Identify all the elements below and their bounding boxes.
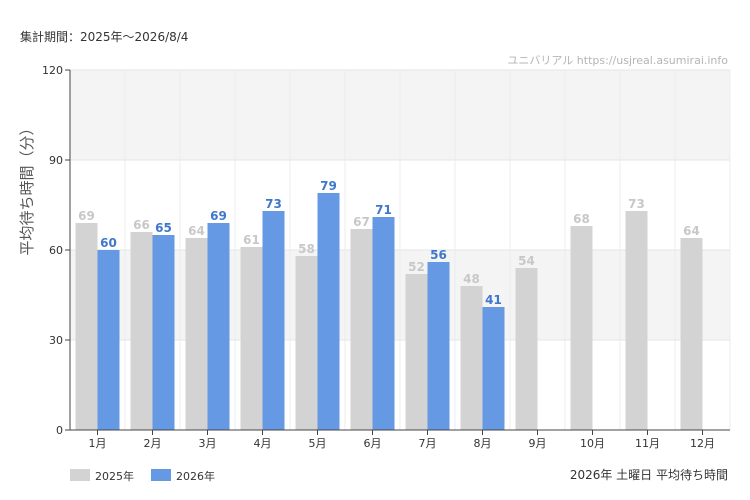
- data-label-2025: 58: [298, 242, 315, 256]
- bar-2025: [295, 256, 318, 430]
- y-tick-label: 120: [42, 64, 63, 77]
- y-tick-label: 60: [49, 244, 63, 257]
- x-tick-label: 7月: [419, 437, 437, 450]
- x-tick-label: 1月: [89, 437, 107, 450]
- x-tick-label: 9月: [529, 437, 547, 450]
- data-label-2025: 64: [188, 224, 205, 238]
- bar-2026: [97, 250, 120, 430]
- legend: 2025年 2026年: [70, 469, 215, 483]
- data-label-2025: 66: [133, 218, 150, 232]
- data-label-2025: 68: [573, 212, 590, 226]
- x-tick-label: 3月: [199, 437, 217, 450]
- y-axis: 0 30 60 90 120: [42, 64, 71, 437]
- bar-2025: [515, 268, 538, 430]
- x-tick-label: 4月: [254, 437, 272, 450]
- data-label-2025: 52: [408, 260, 425, 274]
- x-axis: 1月 2月 3月 4月 5月 6月 7月 8月 9月 10月 11月 12月: [70, 429, 730, 450]
- y-axis-label: 平均待ち時間（分）: [18, 120, 36, 255]
- bar-2025: [680, 238, 703, 430]
- bar-2025: [185, 238, 208, 430]
- data-label-2026: 41: [485, 293, 502, 307]
- data-label-2025: 69: [78, 209, 95, 223]
- bar-2026: [427, 262, 450, 430]
- period-text: 集計期間：2025年～2026/8/4: [20, 29, 188, 44]
- bar-2025: [130, 232, 153, 430]
- bar-2025: [570, 226, 593, 430]
- credit-text: ユニバリアル https://usjreal.asumirai.info: [507, 54, 728, 67]
- data-label-2025: 48: [463, 272, 480, 286]
- bar-2025: [240, 247, 263, 430]
- data-label-2025: 67: [353, 215, 370, 229]
- y-tick-label: 30: [49, 334, 63, 347]
- data-label-2026: 69: [210, 209, 227, 223]
- x-tick-label: 12月: [690, 437, 715, 450]
- bar-2025: [350, 229, 373, 430]
- data-label-2026: 79: [320, 179, 337, 193]
- bars: 69 60 66 65 64 69 61 73 58 79 67 71 52 56 48 41 54 68 73 64: [75, 179, 703, 430]
- x-tick-label: 2月: [144, 437, 162, 450]
- data-label-2025: 54: [518, 254, 535, 268]
- legend-swatch-2025: [70, 469, 90, 481]
- data-label-2026: 65: [155, 221, 172, 235]
- x-tick-label: 8月: [474, 437, 492, 450]
- x-tick-label: 11月: [635, 437, 660, 450]
- bar-2025: [460, 286, 483, 430]
- x-tick-label: 10月: [580, 437, 605, 450]
- legend-swatch-2026: [151, 469, 171, 481]
- data-label-2025: 61: [243, 233, 260, 247]
- legend-label-2026: 2026年: [176, 469, 215, 483]
- data-label-2026: 60: [100, 236, 117, 250]
- bar-2025: [75, 223, 98, 430]
- footer-caption: 2026年 土曜日 平均待ち時間: [570, 468, 728, 482]
- bar-2025: [625, 211, 648, 430]
- data-label-2025: 64: [683, 224, 700, 238]
- bar-2026: [207, 223, 230, 430]
- data-label-2026: 56: [430, 248, 447, 262]
- y-tick-label: 0: [56, 424, 63, 437]
- bar-2026: [372, 217, 395, 430]
- bar-2026: [482, 307, 505, 430]
- y-tick-label: 90: [49, 154, 63, 167]
- bar-2026: [152, 235, 175, 430]
- data-label-2026: 73: [265, 197, 282, 211]
- data-label-2025: 73: [628, 197, 645, 211]
- x-tick-label: 5月: [309, 437, 327, 450]
- bar-2026: [317, 193, 340, 430]
- bar-2026: [262, 211, 285, 430]
- bar-2025: [405, 274, 428, 430]
- x-tick-label: 6月: [364, 437, 382, 450]
- legend-label-2025: 2025年: [95, 469, 134, 483]
- data-label-2026: 71: [375, 203, 392, 217]
